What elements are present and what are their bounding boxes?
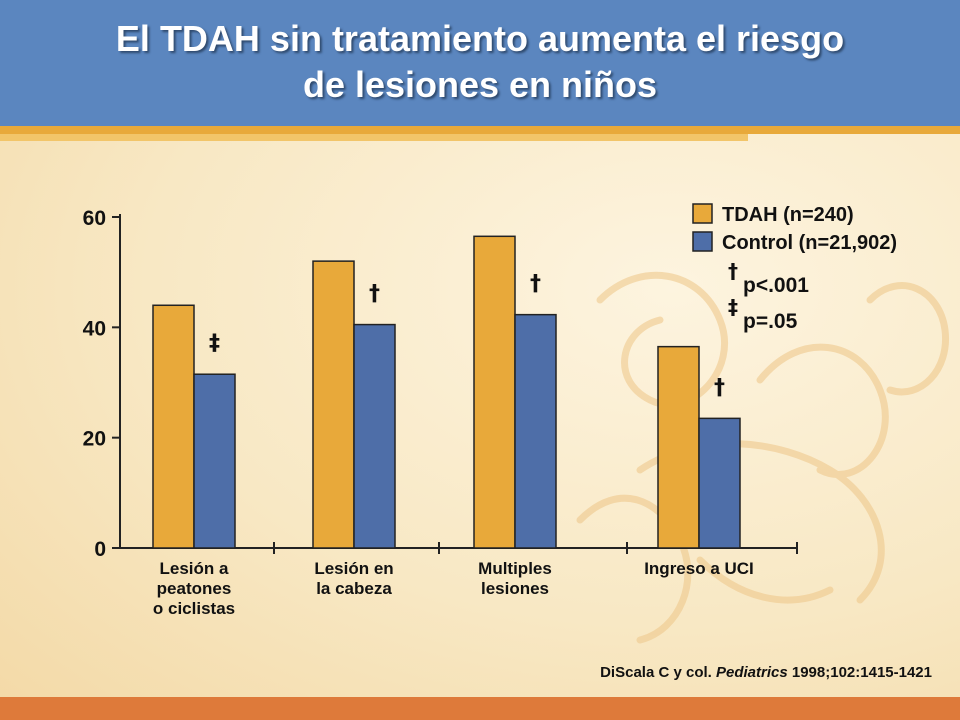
y-tick-label-0: 0 (94, 538, 106, 561)
x-tick-label-2-1: lesiones (481, 579, 549, 598)
bar-tdah-3 (657, 345, 700, 549)
significance-marker-0: ‡ (209, 331, 220, 356)
bar-control-3 (698, 417, 741, 549)
significance-key-symbol-0: † (728, 259, 738, 283)
citation: DiScala C y col. Pediatrics 1998;102:141… (600, 664, 932, 681)
citation-authors: DiScala C y col. (600, 664, 712, 681)
x-tick-label-1-1: la cabeza (316, 579, 392, 598)
y-tick-label-2: 40 (83, 317, 106, 340)
bar-tdah-1 (312, 260, 355, 549)
bar-tdah-2 (473, 235, 516, 549)
bar-tdah-0 (152, 304, 195, 549)
bar-control-0 (193, 373, 236, 549)
y-tick-label-1: 20 (83, 428, 106, 451)
header-bar (0, 0, 960, 126)
legend-label-0: TDAH (n=240) (722, 204, 854, 226)
x-tick-label-1-0: Lesión en (314, 559, 393, 578)
significance-key-label-0: p<.001 (743, 274, 809, 297)
x-tick-label-0-0: Lesión a (160, 559, 230, 578)
significance-key-symbol-1: ‡ (728, 295, 738, 319)
x-tick-label-3-0: Ingreso a UCI (644, 559, 754, 578)
x-tick-label-0-1: peatones (157, 579, 232, 598)
significance-marker-3: † (714, 375, 725, 400)
citation-journal: Pediatrics (715, 664, 788, 681)
slide-title: El TDAH sin tratamiento aumenta el riesg… (0, 16, 960, 108)
bar-control-2 (514, 313, 557, 549)
legend-swatch-0 (692, 203, 713, 224)
y-tick-label-3: 60 (83, 207, 106, 230)
bar-control-1 (353, 323, 396, 549)
title-line-2: de lesiones en niños (302, 64, 658, 105)
significance-key-label-1: p=.05 (743, 310, 798, 333)
title-line-1: El TDAH sin tratamiento aumenta el riesg… (115, 18, 845, 59)
footer-bar (0, 697, 960, 720)
header-stripe (0, 126, 960, 134)
significance-marker-2: † (530, 272, 541, 297)
legend-swatch-1 (692, 231, 713, 252)
header-stripe-light (0, 134, 748, 141)
legend-label-1: Control (n=21,902) (722, 232, 897, 254)
significance-marker-1: † (369, 282, 380, 307)
citation-reference: 1998;102:1415-1421 (791, 664, 932, 681)
x-tick-label-2-0: Multiples (478, 559, 552, 578)
x-tick-label-0-2: o ciclistas (153, 599, 235, 618)
